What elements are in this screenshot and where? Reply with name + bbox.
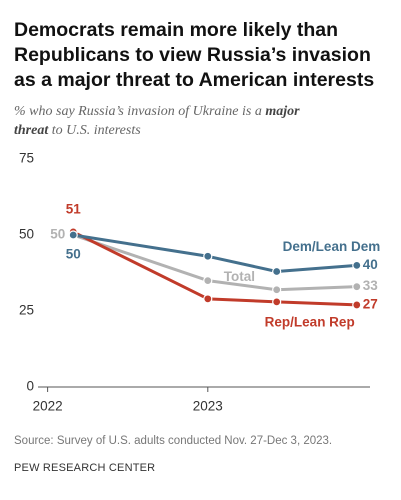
subtitle-text: % who say Russia’s invasion of Ukraine i… (14, 104, 265, 119)
value-label: 50 (50, 227, 65, 242)
series-line (72, 233, 357, 292)
y-tick-label: 50 (19, 227, 34, 242)
y-tick-label: 25 (19, 303, 34, 318)
point (352, 300, 362, 310)
value-label: 50 (66, 247, 81, 262)
value-label: 40 (363, 257, 378, 272)
subtitle-emphasis: major (265, 104, 300, 119)
point (272, 285, 282, 295)
subtitle: threat to U.S. interests (14, 123, 141, 138)
point (203, 251, 213, 261)
subtitle-emphasis: threat (14, 123, 49, 138)
point (272, 297, 282, 307)
chart-title: Democrats remain more likely than (14, 19, 338, 41)
chart-title: Republicans to view Russia’s invasion (14, 44, 371, 66)
point (68, 230, 78, 240)
series-line (72, 230, 357, 307)
x-tick-label: 2022 (33, 399, 63, 414)
value-label: 33 (363, 278, 379, 293)
x-tick-label: 2023 (193, 399, 223, 414)
series-label: Rep/Lean Rep (265, 314, 355, 329)
y-tick-label: 0 (26, 379, 34, 394)
series-label: Dem/Lean Dem (283, 239, 381, 254)
series-label: Total (224, 269, 255, 284)
value-label: 27 (363, 296, 378, 311)
point (352, 282, 362, 292)
series-line (73, 233, 357, 273)
point (352, 260, 362, 270)
point (272, 266, 282, 277)
point (203, 276, 213, 286)
subtitle: % who say Russia’s invasion of Ukraine i… (14, 104, 300, 119)
point (203, 294, 213, 304)
source: Source: Survey of U.S. adults conducted … (14, 435, 332, 447)
chart-title: as a major threat to American interests (14, 69, 374, 91)
value-label: 51 (66, 202, 82, 217)
organization: PEW RESEARCH CENTER (14, 462, 155, 474)
y-tick-label: 75 (19, 151, 34, 166)
subtitle-text: to U.S. interests (48, 123, 141, 138)
